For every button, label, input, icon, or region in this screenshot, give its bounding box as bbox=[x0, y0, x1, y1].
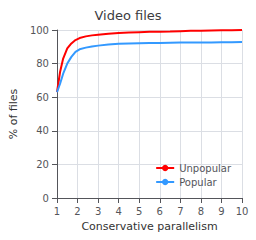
svg-text:100: 100 bbox=[30, 25, 49, 36]
svg-text:3: 3 bbox=[95, 206, 101, 217]
svg-text:5: 5 bbox=[136, 206, 142, 217]
svg-text:20: 20 bbox=[36, 159, 49, 170]
svg-text:Conservative parallelism: Conservative parallelism bbox=[81, 220, 217, 233]
svg-text:40: 40 bbox=[36, 125, 49, 136]
svg-text:0: 0 bbox=[43, 193, 49, 204]
svg-text:4: 4 bbox=[115, 206, 121, 217]
svg-text:8: 8 bbox=[198, 206, 204, 217]
svg-text:Video files: Video files bbox=[94, 8, 161, 23]
svg-text:9: 9 bbox=[218, 206, 224, 217]
svg-text:1: 1 bbox=[54, 206, 60, 217]
svg-text:Unpopular: Unpopular bbox=[179, 163, 232, 174]
svg-text:10: 10 bbox=[236, 206, 249, 217]
svg-text:7: 7 bbox=[177, 206, 183, 217]
svg-text:Popular: Popular bbox=[179, 177, 217, 188]
svg-text:60: 60 bbox=[36, 92, 49, 103]
svg-text:80: 80 bbox=[36, 58, 49, 69]
svg-text:2: 2 bbox=[74, 206, 80, 217]
svg-text:6: 6 bbox=[157, 206, 163, 217]
svg-text:% of files: % of files bbox=[7, 88, 20, 139]
